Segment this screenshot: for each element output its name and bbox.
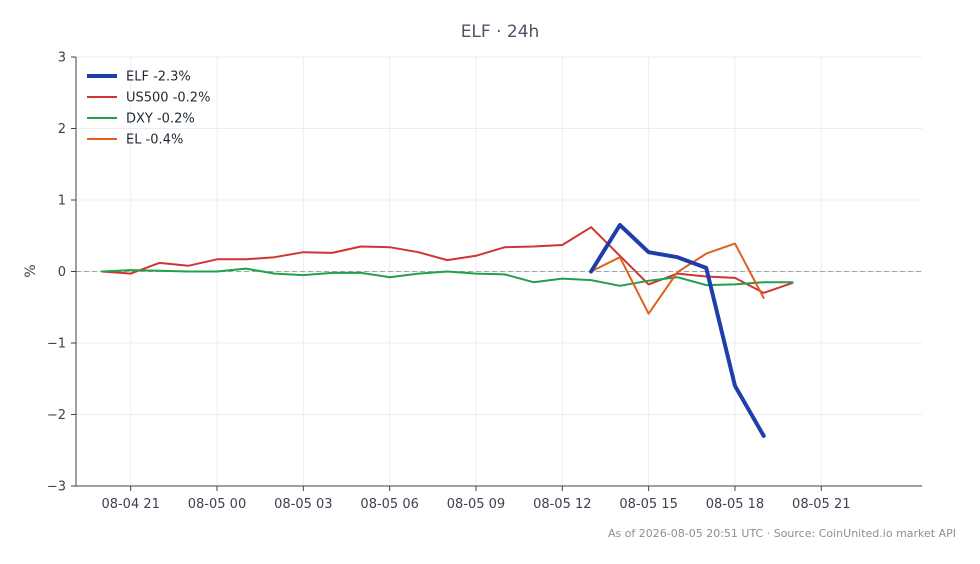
x-tick-label: 08-05 15 [619,497,677,512]
y-tick-label: 2 [58,122,66,137]
series-line-el [590,242,765,315]
x-tick-label: 08-05 06 [360,497,418,512]
legend: ELF -2.3% US500 -0.2% DXY -0.2% EL -0.4% [87,70,210,148]
y-tick-label: −3 [47,480,66,495]
chart-title: ELF · 24h [461,22,540,42]
legend-label-el: EL -0.4% [126,133,183,148]
footer-source: As of 2026-08-05 20:51 UTC · Source: Coi… [608,527,956,540]
y-axis-label: % [23,264,39,277]
x-tick-label: 08-05 00 [188,497,246,512]
x-tick-label: 08-05 09 [447,497,505,512]
y-tick-label: 3 [58,51,66,66]
series-line-dxy [100,267,794,287]
y-tick-label: −1 [47,337,66,352]
y-tick-label: −2 [47,408,66,423]
x-tick-label: 08-05 03 [274,497,332,512]
series-line-elf [589,223,766,438]
x-tick-label: 08-05 21 [792,497,850,512]
legend-label-dxy: DXY -0.2% [126,112,195,127]
x-tick-label: 08-04 21 [101,497,159,512]
series-lines [100,223,794,438]
y-tick-label: 0 [58,265,66,280]
legend-label-us500: US500 -0.2% [126,91,210,106]
x-tick-label: 08-05 12 [533,497,591,512]
y-tick-label: 1 [58,194,66,209]
legend-label-elf: ELF -2.3% [126,70,191,85]
ticks: −3 −2 −1 0 1 2 3 08-04 21 08-05 00 08-05 03 08-05 … [47,51,851,513]
x-tick-label: 08-05 18 [706,497,764,512]
